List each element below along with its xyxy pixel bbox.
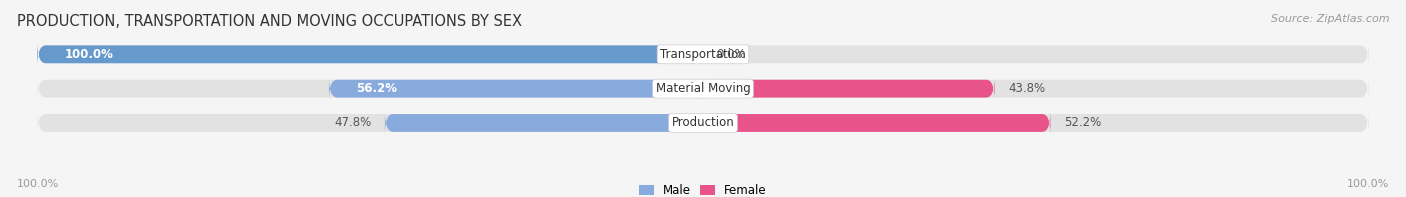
Text: 100.0%: 100.0% [65,48,114,61]
Text: Material Moving: Material Moving [655,82,751,95]
FancyBboxPatch shape [38,43,703,66]
Text: 0.0%: 0.0% [717,48,747,61]
FancyBboxPatch shape [38,111,1368,135]
Legend: Male, Female: Male, Female [634,179,772,197]
FancyBboxPatch shape [385,111,703,135]
FancyBboxPatch shape [703,111,1050,135]
Text: 47.8%: 47.8% [333,116,371,129]
Text: 56.2%: 56.2% [356,82,398,95]
Text: 43.8%: 43.8% [1008,82,1045,95]
Text: Source: ZipAtlas.com: Source: ZipAtlas.com [1271,14,1389,24]
Text: 100.0%: 100.0% [1347,179,1389,189]
FancyBboxPatch shape [38,43,1368,66]
FancyBboxPatch shape [38,77,1368,100]
Text: Production: Production [672,116,734,129]
Text: PRODUCTION, TRANSPORTATION AND MOVING OCCUPATIONS BY SEX: PRODUCTION, TRANSPORTATION AND MOVING OC… [17,14,522,29]
Text: Transportation: Transportation [661,48,745,61]
FancyBboxPatch shape [703,77,994,100]
Text: 52.2%: 52.2% [1064,116,1101,129]
FancyBboxPatch shape [329,77,703,100]
Text: 100.0%: 100.0% [17,179,59,189]
